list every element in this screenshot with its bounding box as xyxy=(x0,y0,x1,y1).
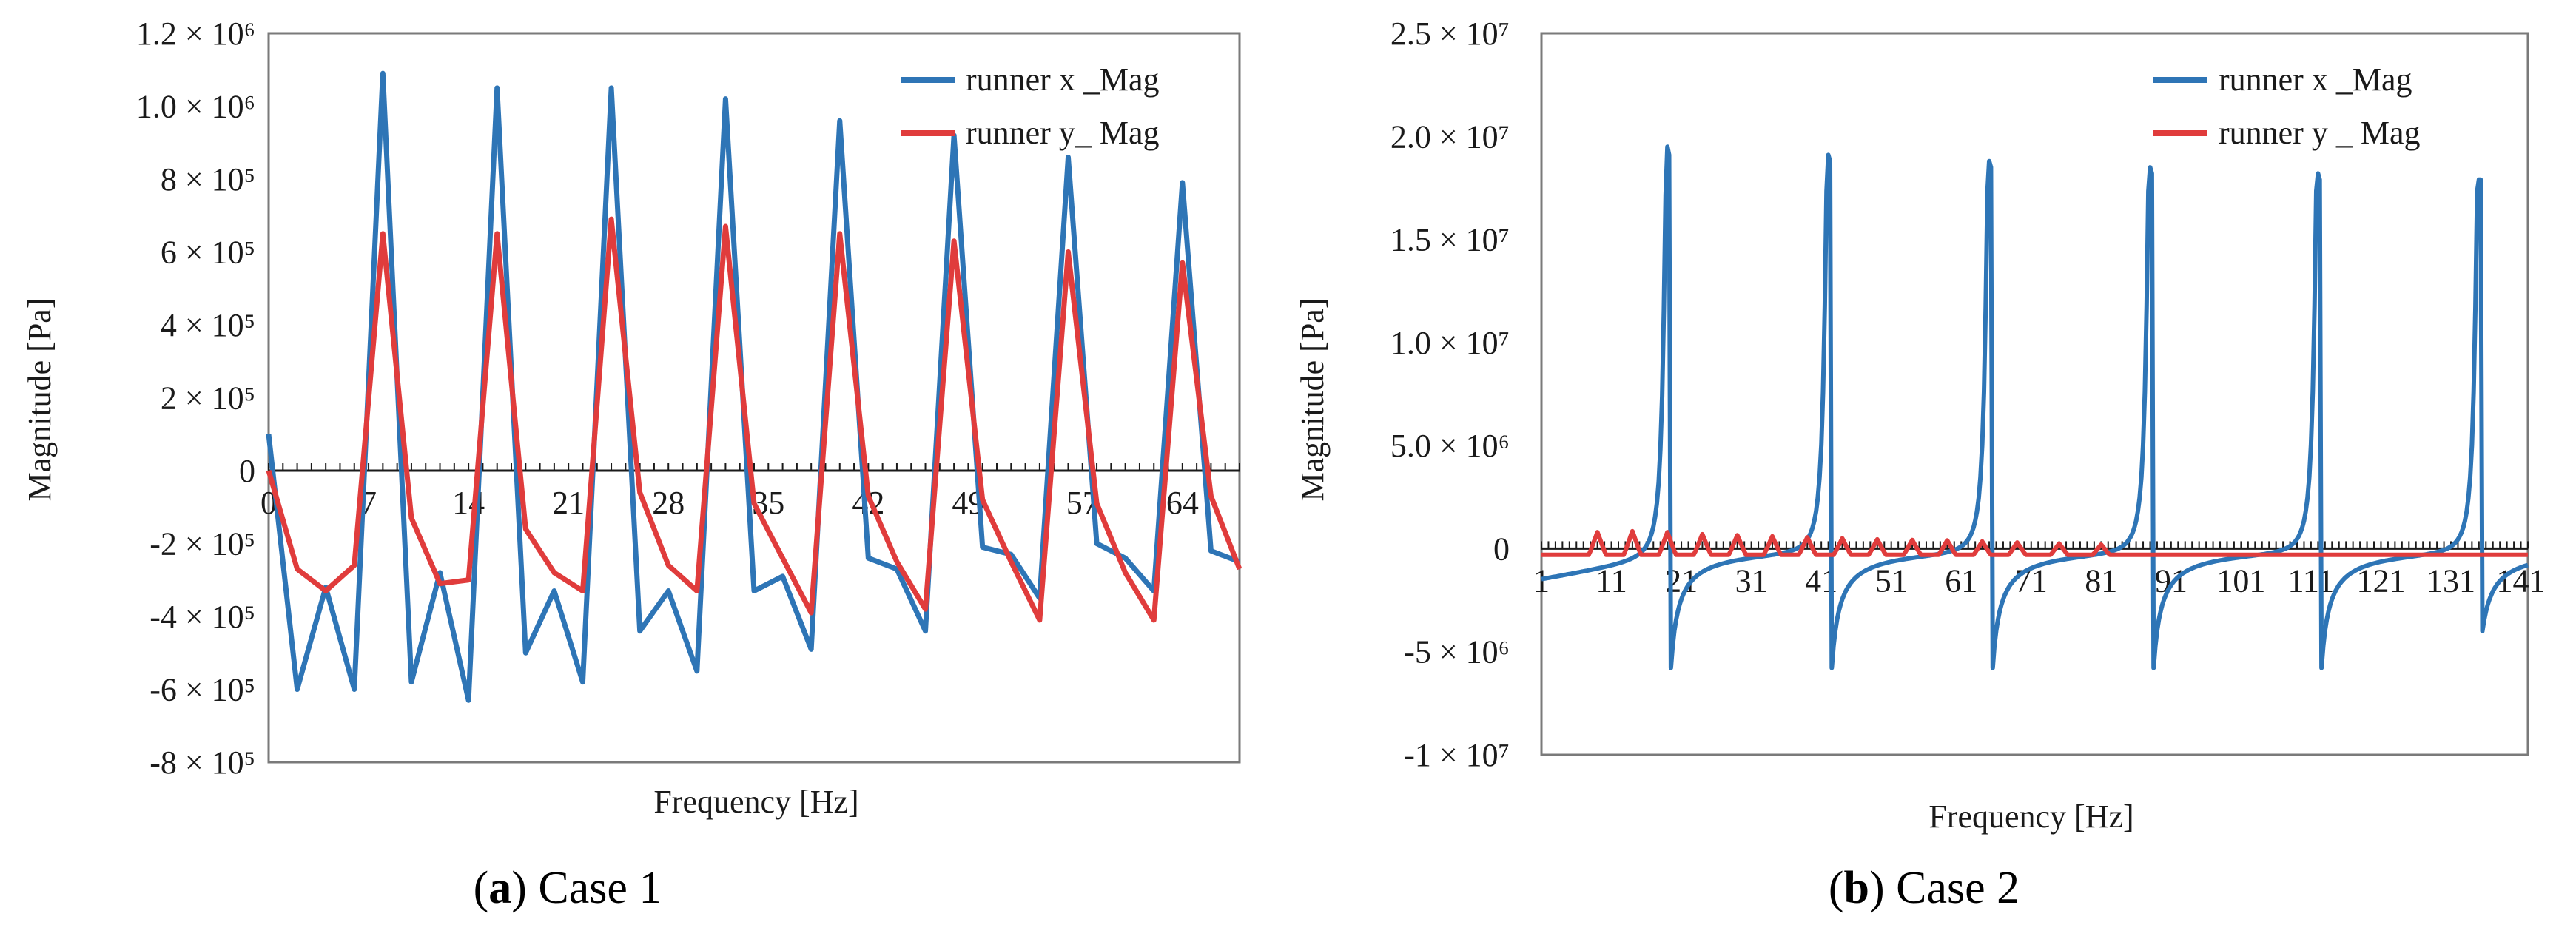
y-tick-label: 0 xyxy=(1493,531,1510,567)
x-tick-label: 1 xyxy=(1533,562,1550,599)
data-point xyxy=(639,492,641,494)
data-point xyxy=(1125,572,1126,573)
y-tick-label: 1.5 × 10⁷ xyxy=(1390,222,1510,258)
data-point xyxy=(810,648,812,650)
x-tick-label: 35 xyxy=(752,485,784,521)
data-point xyxy=(867,495,869,497)
data-point xyxy=(925,630,927,632)
y-tick-label: 0 xyxy=(239,453,255,489)
data-point xyxy=(696,670,698,672)
series-line-runner-x xyxy=(1541,144,2529,670)
panel-b-series-group xyxy=(1541,144,2529,670)
bump-point xyxy=(1982,541,1983,542)
bump-point xyxy=(1806,536,1808,538)
x-tick-label: 51 xyxy=(1875,562,1908,599)
y-tick-label: 4 × 10⁵ xyxy=(161,307,255,343)
y-tick-label: -6 × 10⁵ xyxy=(149,672,255,708)
panel-a-x-axis-label: Frequency [Hz] xyxy=(653,784,858,820)
legend-b-y-label: runner y _ Mag xyxy=(2219,115,2421,151)
x-tick-label: 131 xyxy=(2427,562,2475,599)
data-point xyxy=(667,565,669,566)
legend-b-x-label: runner x _Mag xyxy=(2219,61,2412,98)
data-point xyxy=(611,87,612,89)
data-point xyxy=(724,98,726,100)
bump-point xyxy=(1946,539,1948,541)
data-point xyxy=(1125,557,1126,559)
bump-point xyxy=(2100,544,2102,545)
y-tick-label: 2.0 × 10⁷ xyxy=(1390,118,1510,155)
data-point xyxy=(782,557,784,559)
y-tick-label: 6 × 10⁵ xyxy=(161,235,255,271)
bump-point xyxy=(1737,534,1738,536)
panel-b-y-axis-label: Magnitude [Pa] xyxy=(1294,298,1331,502)
x-tick-label: 101 xyxy=(2216,562,2265,599)
panel-b-legend: runner x _Mag runner y _ Mag xyxy=(2153,61,2421,151)
data-point xyxy=(468,699,469,701)
panel-a-y-tick-labels: 1.2 × 10⁶ 1.0 × 10⁶ 8 × 10⁵ 6 × 10⁵ 4 × 10⁵ 2… xyxy=(136,16,255,781)
y-tick-label: 1.2 × 10⁶ xyxy=(136,16,255,52)
x-tick-label: 28 xyxy=(652,485,685,521)
data-point xyxy=(867,557,869,559)
data-point xyxy=(1039,619,1040,621)
panel-a-legend: runner x _Mag runner y_ Mag xyxy=(901,61,1160,151)
y-tick-label: -2 × 10⁵ xyxy=(149,526,255,562)
x-tick-label: 61 xyxy=(1945,562,1977,599)
panel-b-chart: 2.5 × 10⁷ 2.0 × 10⁷ 1.5 × 10⁷ 1.0 × 10⁷ 5.0 … xyxy=(1294,16,2546,913)
x-tick-label: 31 xyxy=(1735,562,1768,599)
panel-a-zero-line xyxy=(268,463,1240,472)
y-tick-label: -8 × 10⁵ xyxy=(149,744,255,781)
y-tick-label: 2.5 × 10⁷ xyxy=(1390,16,1510,52)
panel-a-series-group xyxy=(266,70,1242,703)
data-point xyxy=(982,499,983,500)
data-point xyxy=(1067,156,1069,158)
data-point xyxy=(1182,182,1183,184)
y-tick-label: 1.0 × 10⁷ xyxy=(1390,325,1510,361)
caption-b: (b) Case 2 xyxy=(1829,863,2020,913)
data-point xyxy=(982,546,983,548)
x-tick-label: 81 xyxy=(2085,562,2117,599)
y-tick-label: -5 × 10⁶ xyxy=(1404,634,1510,670)
data-point xyxy=(753,502,755,504)
legend-a-x-label: runner x _Mag xyxy=(966,61,1160,98)
y-tick-label: -1 × 10⁷ xyxy=(1404,737,1510,773)
x-tick-label: 64 xyxy=(1166,485,1199,521)
legend-a-y-label: runner y_ Mag xyxy=(966,115,1160,151)
bump-point xyxy=(1597,531,1598,533)
y-tick-label: 2 × 10⁵ xyxy=(161,380,255,417)
data-point xyxy=(525,528,526,530)
panel-b-y-tick-labels: 2.5 × 10⁷ 2.0 × 10⁷ 1.5 × 10⁷ 1.0 × 10⁷ 5.0 … xyxy=(1390,16,1510,773)
data-point xyxy=(896,568,898,570)
y-tick-label: 1.0 × 10⁶ xyxy=(136,89,255,125)
data-point xyxy=(724,226,726,227)
data-point xyxy=(468,579,469,581)
series-line-runner-y xyxy=(1541,528,2529,557)
panel-a-chart: 1.2 × 10⁶ 1.0 × 10⁶ 8 × 10⁵ 6 × 10⁵ 4 × 10⁵ 2… xyxy=(21,16,1242,913)
panel-b-plot-area xyxy=(1540,32,2529,756)
data-point xyxy=(611,218,612,220)
peak-point xyxy=(2478,179,2480,181)
x-tick-label: 111 xyxy=(2288,562,2335,599)
x-tick-label: 21 xyxy=(552,485,585,521)
data-point xyxy=(639,630,641,632)
panel-a-plot-area xyxy=(267,32,1241,764)
data-point xyxy=(953,240,955,242)
data-point xyxy=(839,233,841,235)
data-point xyxy=(1010,554,1012,555)
x-tick-label: 91 xyxy=(2155,562,2187,599)
y-tick-label: -4 × 10⁵ xyxy=(149,599,255,635)
panel-a-y-axis-label: Magnitude [Pa] xyxy=(21,298,58,502)
bump-point xyxy=(1667,531,1668,533)
panel-b-x-tick-labels: 1 11 21 31 41 51 61 71 81 91 101 111 121 131 141 xyxy=(1533,562,2546,599)
panel-b-x-axis-label: Frequency [Hz] xyxy=(1928,798,2133,835)
bump-point xyxy=(1911,539,1913,541)
y-tick-label: 8 × 10⁵ xyxy=(161,161,255,198)
caption-a: (a) Case 1 xyxy=(474,863,662,913)
data-point xyxy=(925,608,927,610)
bump-point xyxy=(1842,538,1843,539)
y-tick-label: 5.0 × 10⁶ xyxy=(1390,428,1510,464)
x-tick-label: 121 xyxy=(2356,562,2405,599)
